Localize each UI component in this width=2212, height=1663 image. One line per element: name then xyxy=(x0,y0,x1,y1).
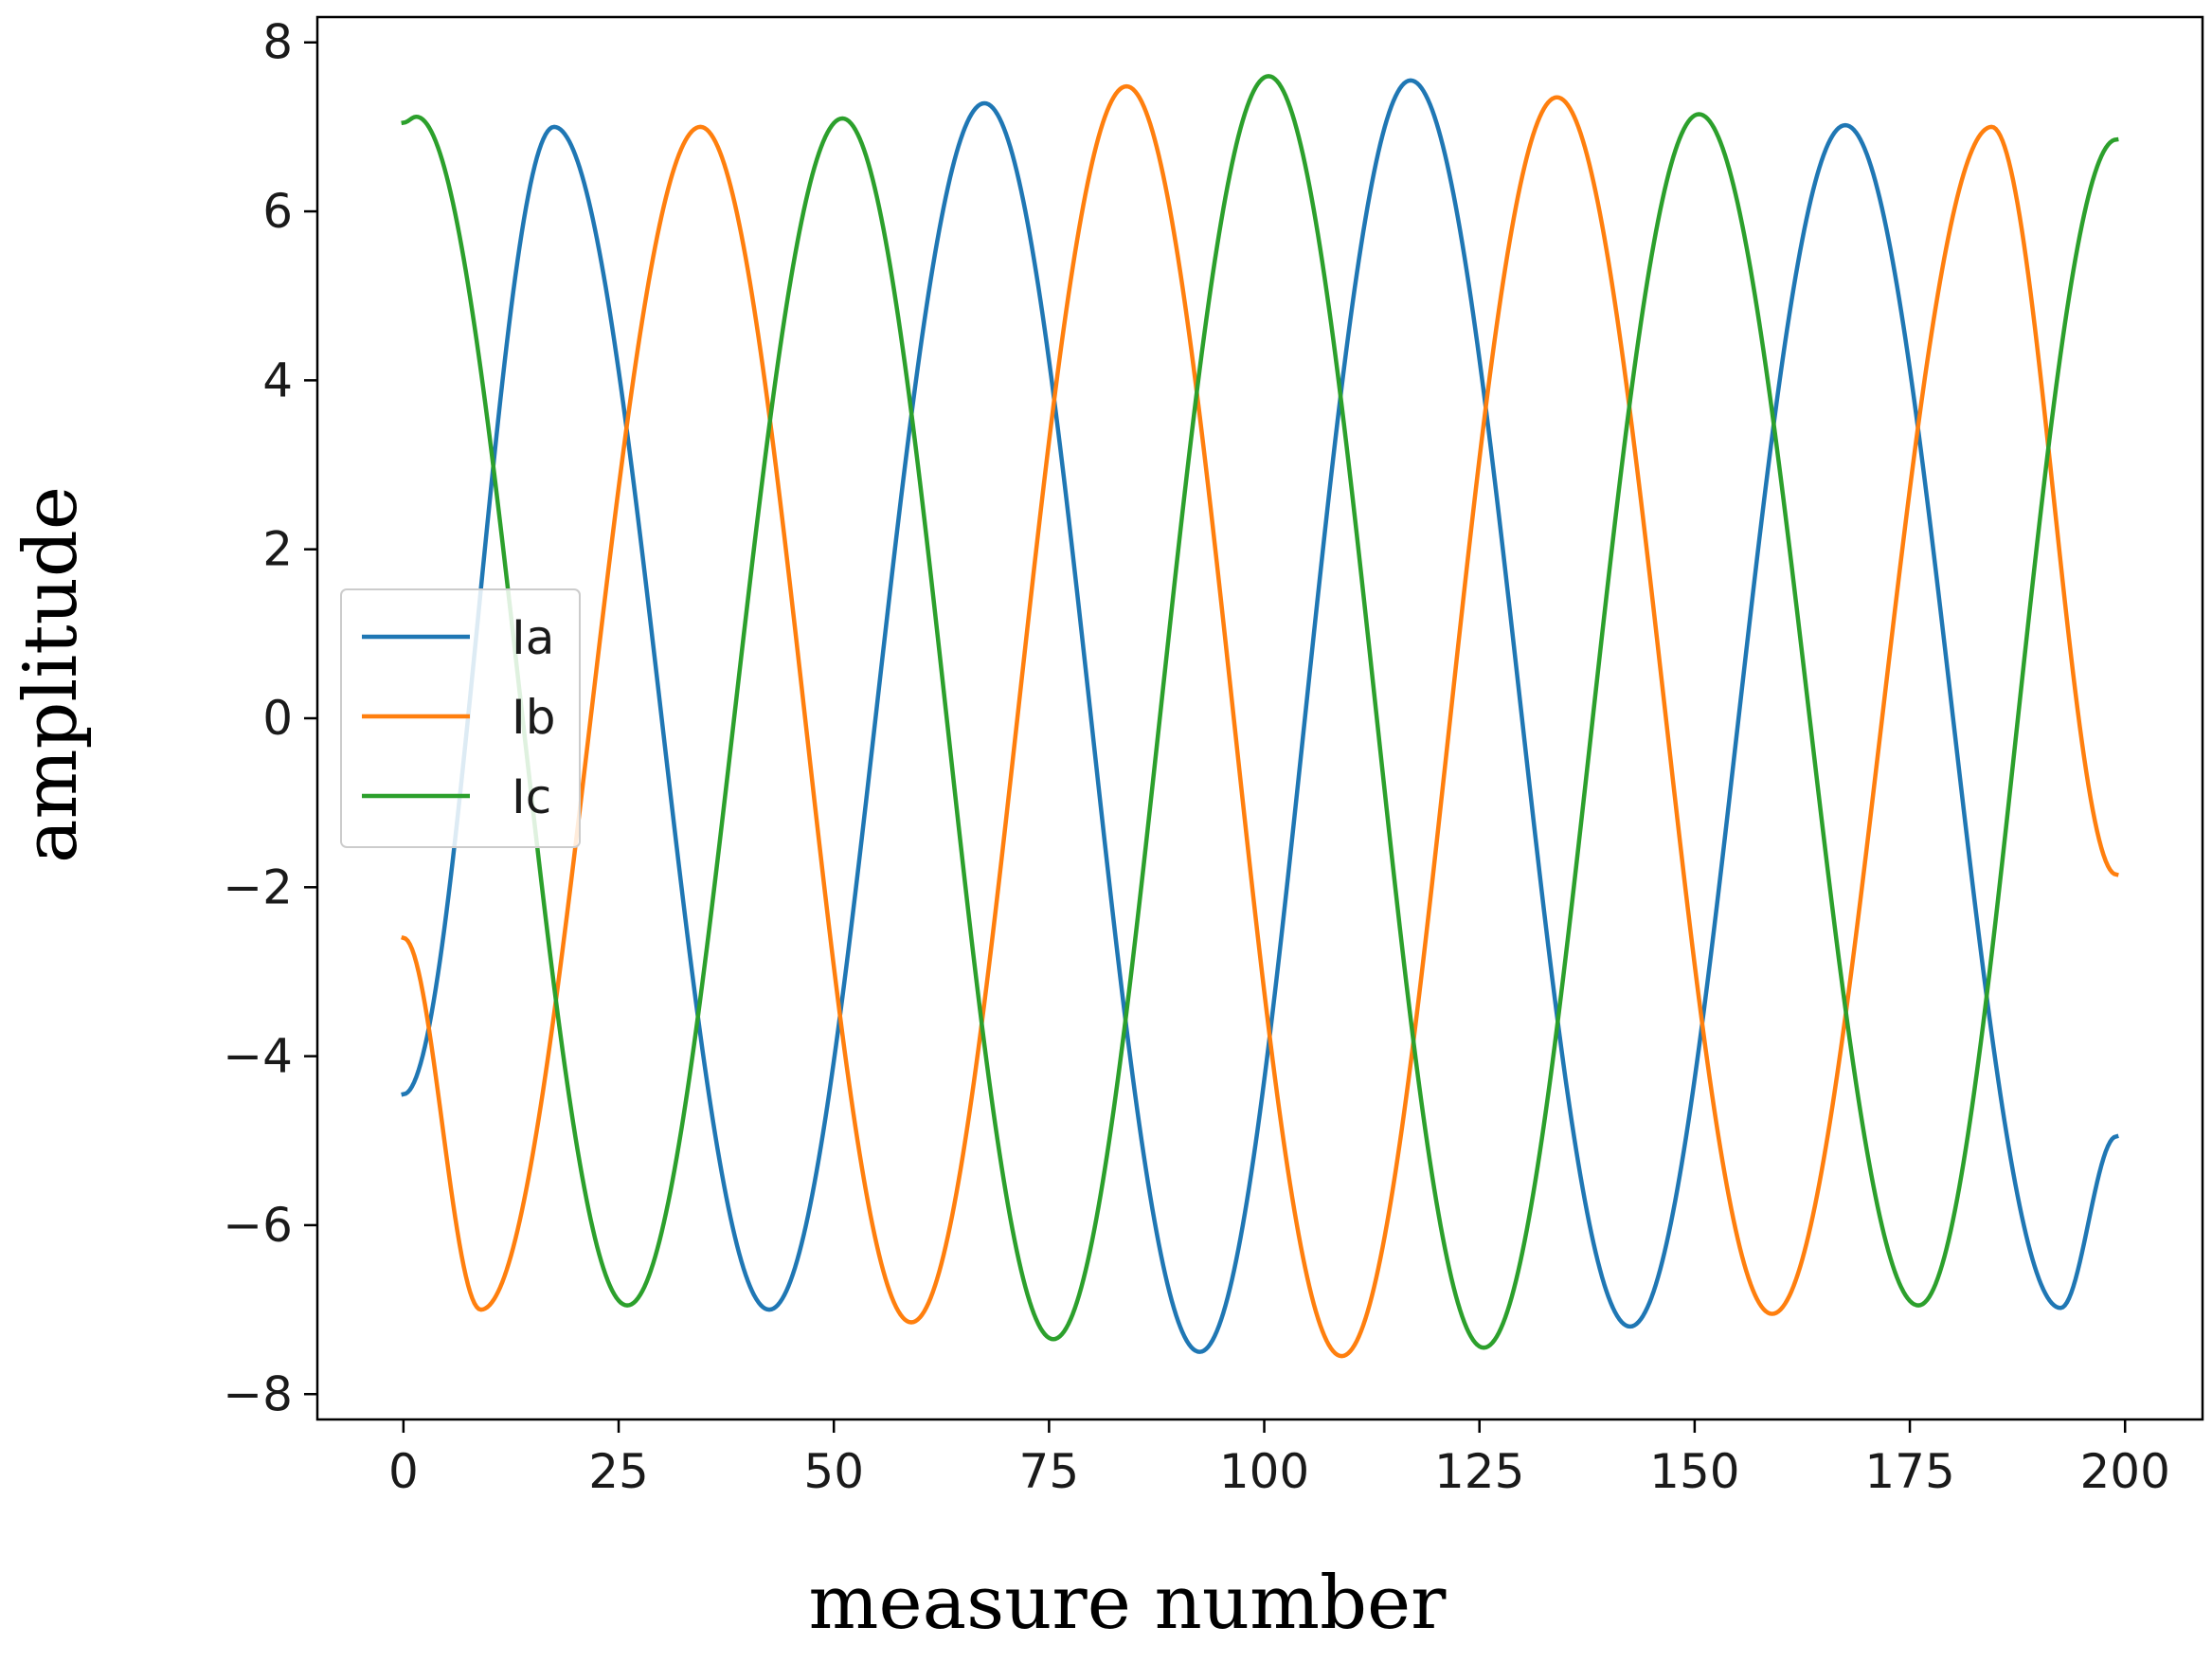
y-tick-label: −6 xyxy=(223,1198,293,1253)
x-tick-label: 125 xyxy=(1434,1444,1524,1499)
y-tick-label: −4 xyxy=(223,1029,293,1084)
y-tick-label: 6 xyxy=(262,184,293,239)
series-line-ib xyxy=(401,83,2119,1359)
x-tick-label: 100 xyxy=(1219,1444,1309,1499)
x-tick-label: 50 xyxy=(803,1444,864,1499)
legend-label-ib: Ib xyxy=(512,690,555,745)
legend: Ia Ib Ic xyxy=(340,588,581,848)
x-tick-label: 200 xyxy=(2080,1444,2170,1499)
x-tick-label: 175 xyxy=(1864,1444,1954,1499)
x-axis-ticks: 0 25 50 75 100 125 150 175 200 xyxy=(388,1419,2170,1499)
series-line-ia xyxy=(401,78,2119,1354)
y-axis-ticks: 8 6 4 2 0 −2 −4 −6 −8 xyxy=(223,15,317,1421)
x-tick-label: 150 xyxy=(1649,1444,1739,1499)
x-tick-label: 0 xyxy=(388,1444,419,1499)
y-tick-label: 8 xyxy=(262,15,293,70)
legend-label-ia: Ia xyxy=(512,610,554,665)
y-tick-label: −2 xyxy=(223,859,293,914)
y-tick-label: −8 xyxy=(223,1366,293,1421)
x-tick-label: 25 xyxy=(588,1444,649,1499)
series-layer xyxy=(401,74,2119,1359)
plot-background xyxy=(317,17,2203,1419)
x-tick-label: 75 xyxy=(1019,1444,1080,1499)
y-tick-label: 2 xyxy=(262,522,293,577)
x-axis-title: measure number xyxy=(809,1561,1448,1646)
y-axis-title: amplitude xyxy=(9,486,94,863)
series-line-ic xyxy=(401,74,2119,1350)
y-tick-label: 4 xyxy=(262,352,293,407)
y-tick-label: 0 xyxy=(262,691,293,746)
legend-label-ic: Ic xyxy=(512,769,551,824)
